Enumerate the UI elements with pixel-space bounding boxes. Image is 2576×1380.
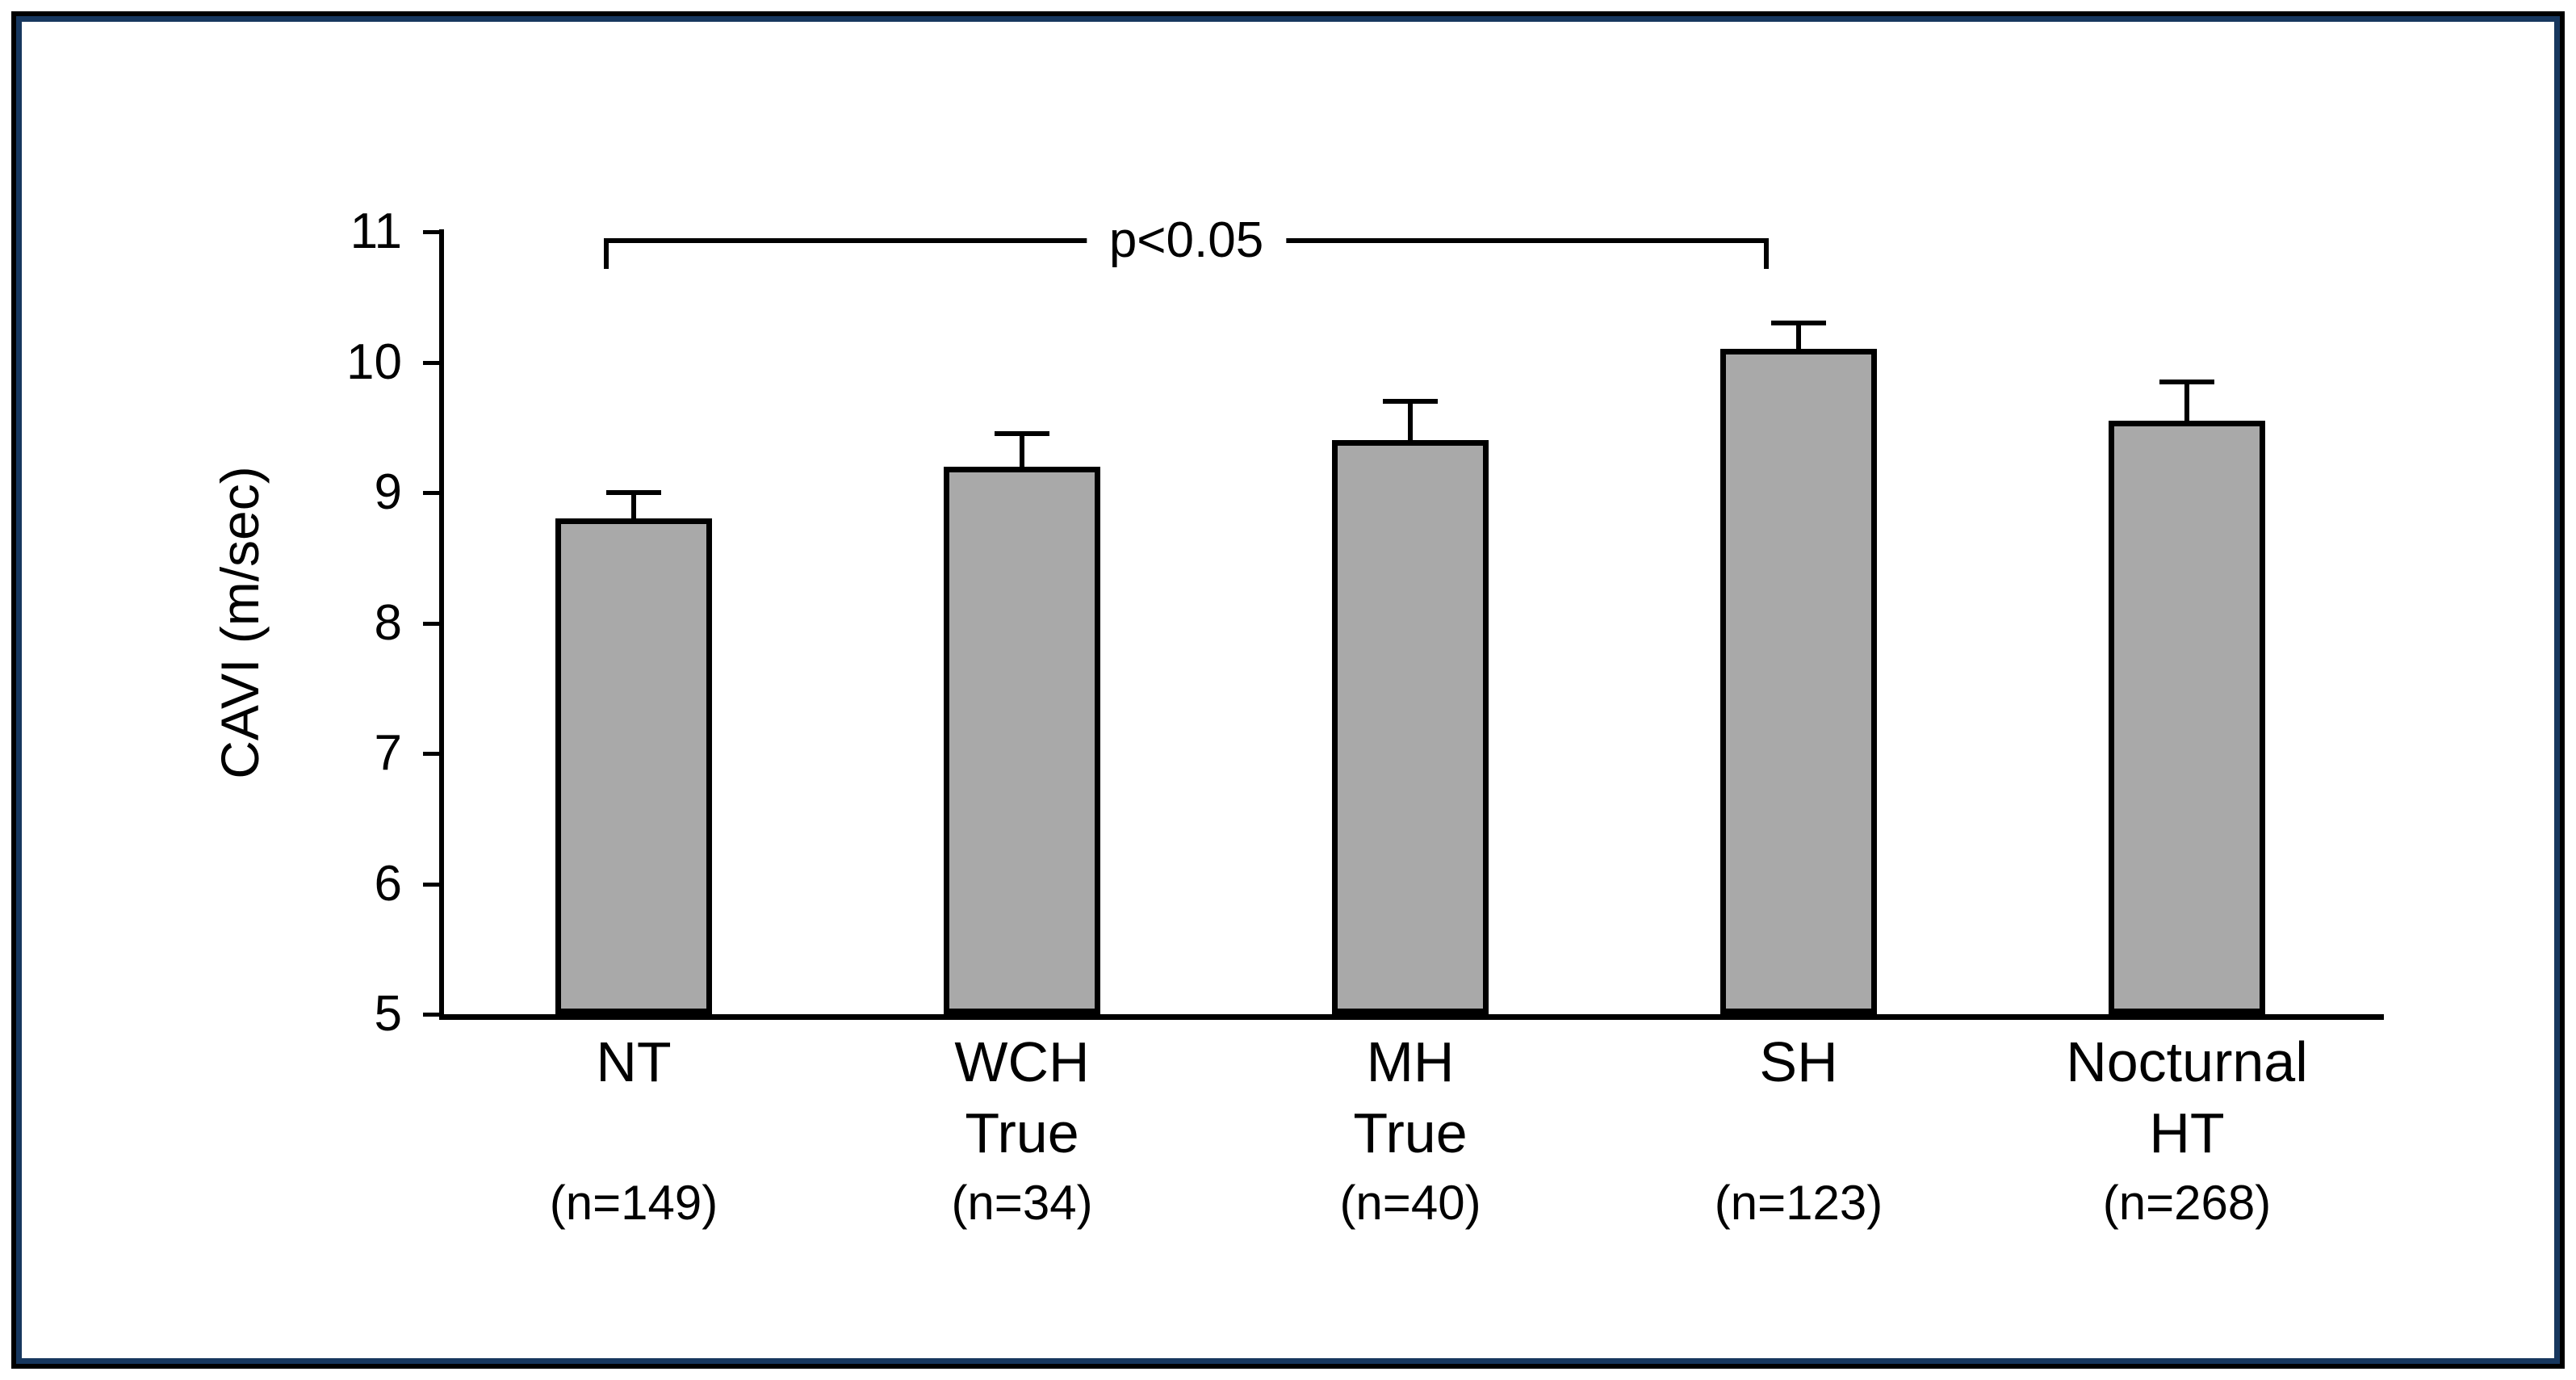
y-tick-label: 8 xyxy=(374,594,402,651)
significance-label: p<0.05 xyxy=(1086,212,1287,271)
y-tick-mark xyxy=(423,882,439,887)
category-label: Nocturnal xyxy=(2066,1030,2308,1093)
y-tick-mark xyxy=(423,491,439,495)
sample-size-label: (n=34) xyxy=(951,1176,1093,1230)
error-bar-stem xyxy=(631,493,636,519)
y-tick-mark xyxy=(423,230,439,234)
y-tick-label: 5 xyxy=(374,986,402,1042)
category-label-line2: HT xyxy=(2149,1101,2225,1164)
error-bar-stem xyxy=(1020,434,1024,467)
category-label: WCH xyxy=(954,1030,1090,1093)
error-bar-stem xyxy=(1408,401,1413,441)
y-axis-line xyxy=(439,229,444,1020)
y-tick-mark xyxy=(423,360,439,365)
error-bar-cap xyxy=(1383,398,1438,404)
y-tick-label: 10 xyxy=(346,333,402,390)
category-label: NT xyxy=(596,1030,672,1093)
sample-size-label: (n=40) xyxy=(1339,1176,1481,1230)
y-axis-title: CAVI (m/sec) xyxy=(210,466,270,779)
y-tick-mark xyxy=(423,1013,439,1017)
category-label: SH xyxy=(1759,1030,1838,1093)
y-tick-label: 7 xyxy=(374,725,402,781)
error-bar-cap xyxy=(1771,321,1826,326)
x-axis-line xyxy=(439,1014,2384,1020)
y-tick-mark xyxy=(423,752,439,756)
sample-size-label: (n=123) xyxy=(1714,1176,1883,1230)
y-tick-label: 6 xyxy=(374,855,402,912)
y-tick-label: 9 xyxy=(374,464,402,520)
y-tick-label: 11 xyxy=(350,203,402,259)
category-label-line2: True xyxy=(1353,1101,1468,1164)
bar xyxy=(944,466,1100,1014)
significance-bracket-left-tick xyxy=(604,238,609,270)
bar xyxy=(2109,421,2265,1014)
category-label: MH xyxy=(1366,1030,1455,1093)
figure-border-inner xyxy=(16,16,2560,1364)
error-bar-stem xyxy=(1796,323,1801,350)
bar xyxy=(1720,349,1877,1014)
error-bar-cap xyxy=(2159,379,2214,384)
bar xyxy=(555,518,712,1014)
error-bar-cap xyxy=(995,431,1049,437)
significance-bracket: p<0.05 xyxy=(604,212,1769,271)
category-label-line2: True xyxy=(965,1101,1079,1164)
bar xyxy=(1332,440,1489,1014)
error-bar-stem xyxy=(2184,381,2189,422)
sample-size-label: (n=268) xyxy=(2102,1176,2272,1230)
figure-border xyxy=(11,11,2565,1369)
error-bar-cap xyxy=(606,490,661,495)
significance-bracket-right-tick xyxy=(1764,238,1769,270)
sample-size-label: (n=149) xyxy=(549,1176,718,1230)
y-tick-mark xyxy=(423,621,439,626)
